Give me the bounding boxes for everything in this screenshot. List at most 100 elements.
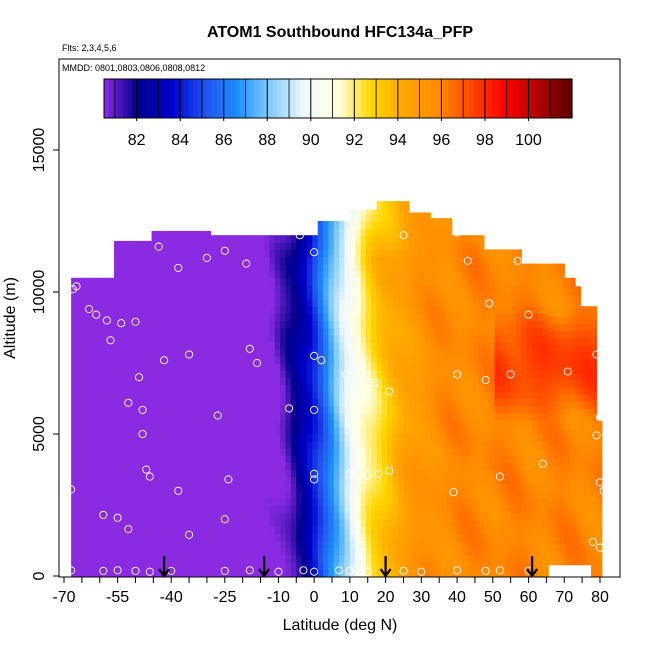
heatmap-cell <box>108 426 115 435</box>
heatmap-cell <box>312 249 319 258</box>
heatmap-cell <box>114 370 120 378</box>
heatmap-cell <box>553 522 560 530</box>
heatmap-cell <box>323 384 330 392</box>
heatmap-cell <box>140 490 147 499</box>
heatmap-cell <box>494 547 501 556</box>
heatmap-cell <box>521 270 528 279</box>
heatmap-cell <box>178 462 185 471</box>
heatmap-cell <box>285 299 292 307</box>
heatmap-cell <box>349 497 356 506</box>
heatmap-cell <box>178 405 185 414</box>
heatmap-cell <box>237 334 244 343</box>
heatmap-cell <box>446 235 453 243</box>
heatmap-cell <box>103 292 110 300</box>
heatmap-cell <box>564 493 571 502</box>
heatmap-cell <box>360 355 367 364</box>
heatmap-cell <box>221 320 228 329</box>
heatmap-cell <box>408 398 415 407</box>
heatmap-cell <box>301 327 308 336</box>
heatmap-cell <box>339 242 346 250</box>
heatmap-cell <box>323 533 330 542</box>
heatmap-cell <box>167 277 174 286</box>
heatmap-cell <box>285 540 292 549</box>
heatmap-cell <box>344 497 351 506</box>
heatmap-cell <box>446 455 453 463</box>
heatmap-cell <box>473 512 480 520</box>
heatmap-cell <box>140 363 147 371</box>
heatmap-cell <box>162 419 169 428</box>
heatmap-cell <box>221 419 228 428</box>
heatmap-cell <box>124 455 131 463</box>
heatmap-cell <box>323 568 330 577</box>
heatmap-cell <box>564 415 571 424</box>
heatmap-cell <box>569 465 576 473</box>
heatmap-cell <box>398 455 405 463</box>
heatmap-cell <box>167 377 174 385</box>
heatmap-cell <box>591 462 598 471</box>
heatmap-cell <box>355 540 362 549</box>
heatmap-cell <box>280 284 287 293</box>
heatmap-cell <box>446 320 453 329</box>
heatmap-cell <box>172 554 179 563</box>
heatmap-cell <box>548 344 555 353</box>
heatmap-cell <box>574 415 581 424</box>
heatmap-cell <box>478 270 485 279</box>
heatmap-cell <box>526 441 533 449</box>
heatmap-cell <box>296 462 303 471</box>
heatmap-cell <box>210 512 217 520</box>
heatmap-cell <box>382 384 388 392</box>
heatmap-cell <box>205 398 212 407</box>
heatmap-cell <box>221 505 228 513</box>
heatmap-cell <box>440 519 447 527</box>
heatmap-cell <box>360 256 367 265</box>
heatmap-cell <box>87 384 94 392</box>
heatmap-cell <box>414 561 421 570</box>
heatmap-cell <box>189 313 196 321</box>
heatmap-cell <box>569 344 576 353</box>
heatmap-cell <box>124 490 131 499</box>
heatmap-cell <box>140 292 147 300</box>
heatmap-cell <box>323 242 330 250</box>
heatmap-cell <box>156 533 163 542</box>
heatmap-cell <box>344 256 351 265</box>
heatmap-cell <box>231 434 238 442</box>
heatmap-cell <box>451 384 458 392</box>
heatmap-cell <box>419 561 426 570</box>
heatmap-cell <box>242 490 249 499</box>
heatmap-cell <box>505 249 512 258</box>
heatmap-cell <box>339 405 346 414</box>
heatmap-cell <box>360 490 367 499</box>
heatmap-cell <box>328 568 335 577</box>
heatmap-cell <box>264 533 271 542</box>
heatmap-cell <box>114 313 120 321</box>
heatmap-cell <box>183 363 190 371</box>
heatmap-cell <box>162 533 169 542</box>
heatmap-cell <box>231 448 238 456</box>
sample-point <box>524 310 533 319</box>
heatmap-cell <box>408 512 415 520</box>
heatmap-cell <box>124 547 131 556</box>
heatmap-cell <box>130 455 137 463</box>
heatmap-cell <box>403 462 410 471</box>
sample-point <box>138 405 147 414</box>
colorbar-swatch <box>562 79 568 118</box>
heatmap-cell <box>365 341 372 350</box>
heatmap-cell <box>483 306 490 314</box>
heatmap-cell <box>296 448 303 456</box>
heatmap-cell <box>210 384 217 392</box>
heatmap-cell <box>424 519 431 527</box>
heatmap-cell <box>119 391 126 400</box>
heatmap-cell <box>215 476 222 485</box>
heatmap-cell <box>296 398 303 407</box>
heatmap-cell <box>574 493 581 502</box>
sample-point <box>299 566 308 575</box>
heatmap-cell <box>301 263 308 272</box>
heatmap-cell <box>317 341 324 350</box>
heatmap-cell <box>591 348 598 357</box>
heatmap-cell <box>162 348 169 357</box>
heatmap-cell <box>119 299 126 307</box>
heatmap-cell <box>387 497 394 506</box>
heatmap-cell <box>317 405 324 414</box>
heatmap-cell <box>296 512 303 520</box>
heatmap-cell <box>258 284 265 293</box>
